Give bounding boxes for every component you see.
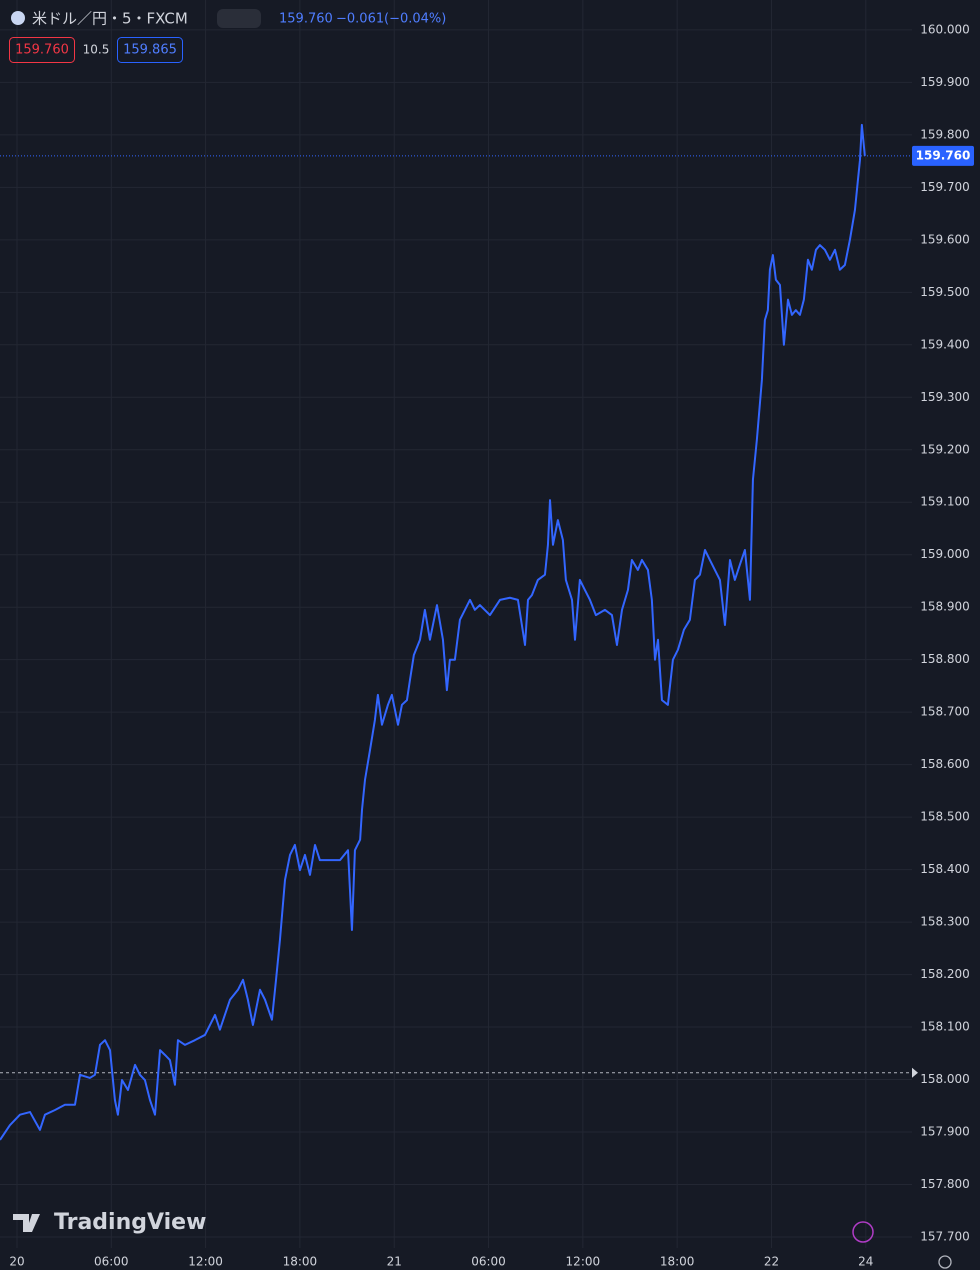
y-tick-label: 159.700 bbox=[920, 180, 970, 194]
y-tick-label: 158.400 bbox=[920, 862, 970, 876]
y-tick-label: 159.900 bbox=[920, 75, 970, 89]
y-tick-label: 157.900 bbox=[920, 1125, 970, 1139]
x-tick-label: 20 bbox=[9, 1255, 24, 1269]
y-tick-label: 158.900 bbox=[920, 600, 970, 614]
y-tick-label: 158.200 bbox=[920, 967, 970, 981]
y-tick-label: 159.300 bbox=[920, 390, 970, 404]
y-tick-label: 158.100 bbox=[920, 1020, 970, 1034]
mode-toggle[interactable] bbox=[217, 9, 261, 28]
y-tick-label: 158.600 bbox=[920, 757, 970, 771]
spread: 10.5 bbox=[83, 43, 110, 57]
y-tick-label: 159.600 bbox=[920, 232, 970, 246]
sell-box[interactable] bbox=[9, 37, 75, 63]
change: −0.061 bbox=[336, 12, 384, 27]
y-tick-label: 159.000 bbox=[920, 547, 970, 561]
x-tick-label: 18:00 bbox=[283, 1255, 318, 1269]
symbol-flag bbox=[11, 11, 25, 25]
y-tick-label: 160.000 bbox=[920, 22, 970, 36]
y-tick-label: 158.500 bbox=[920, 810, 970, 824]
y-tick-label: 157.700 bbox=[920, 1229, 970, 1243]
price-line bbox=[0, 123, 866, 1141]
x-tick-label: 24 bbox=[858, 1255, 873, 1269]
y-tick-label: 158.700 bbox=[920, 705, 970, 719]
x-tick-label: 06:00 bbox=[471, 1255, 506, 1269]
lightning-button[interactable] bbox=[852, 1221, 874, 1243]
settings-button[interactable] bbox=[938, 1255, 952, 1269]
buy-box[interactable] bbox=[117, 37, 183, 63]
y-tick-label: 159.800 bbox=[920, 127, 970, 141]
bid: 159.760 bbox=[15, 43, 69, 58]
y-tick-label: 159.400 bbox=[920, 337, 970, 351]
x-tick-label: 21 bbox=[387, 1255, 402, 1269]
y-tick-label: 158.000 bbox=[920, 1072, 970, 1086]
brand: TradingView bbox=[54, 1210, 206, 1235]
y-tick-label: 158.800 bbox=[920, 652, 970, 666]
x-tick-label: 12:00 bbox=[188, 1255, 223, 1269]
last-value: 159.760 bbox=[279, 12, 333, 27]
x-tick-label: 06:00 bbox=[94, 1255, 129, 1269]
y-tick-label: 159.100 bbox=[920, 495, 970, 509]
y-tick-label: 157.800 bbox=[920, 1177, 970, 1191]
y-tick-label: 159.500 bbox=[920, 285, 970, 299]
reference-marker bbox=[912, 1067, 918, 1078]
y-tick-label: 158.300 bbox=[920, 915, 970, 929]
last-price-label: 159.760 bbox=[916, 148, 971, 162]
brand-logo bbox=[13, 1214, 40, 1232]
x-tick-label: 12:00 bbox=[566, 1255, 601, 1269]
symbol: 米ドル／円・5・FXCM bbox=[32, 10, 188, 28]
y-tick-label: 159.200 bbox=[920, 442, 970, 456]
x-tick-label: 22 bbox=[764, 1255, 779, 1269]
change-percent: (−0.04%) bbox=[384, 12, 446, 27]
x-tick-label: 18:00 bbox=[660, 1255, 695, 1269]
ask: 159.865 bbox=[123, 43, 177, 58]
last-price-box bbox=[912, 145, 974, 166]
